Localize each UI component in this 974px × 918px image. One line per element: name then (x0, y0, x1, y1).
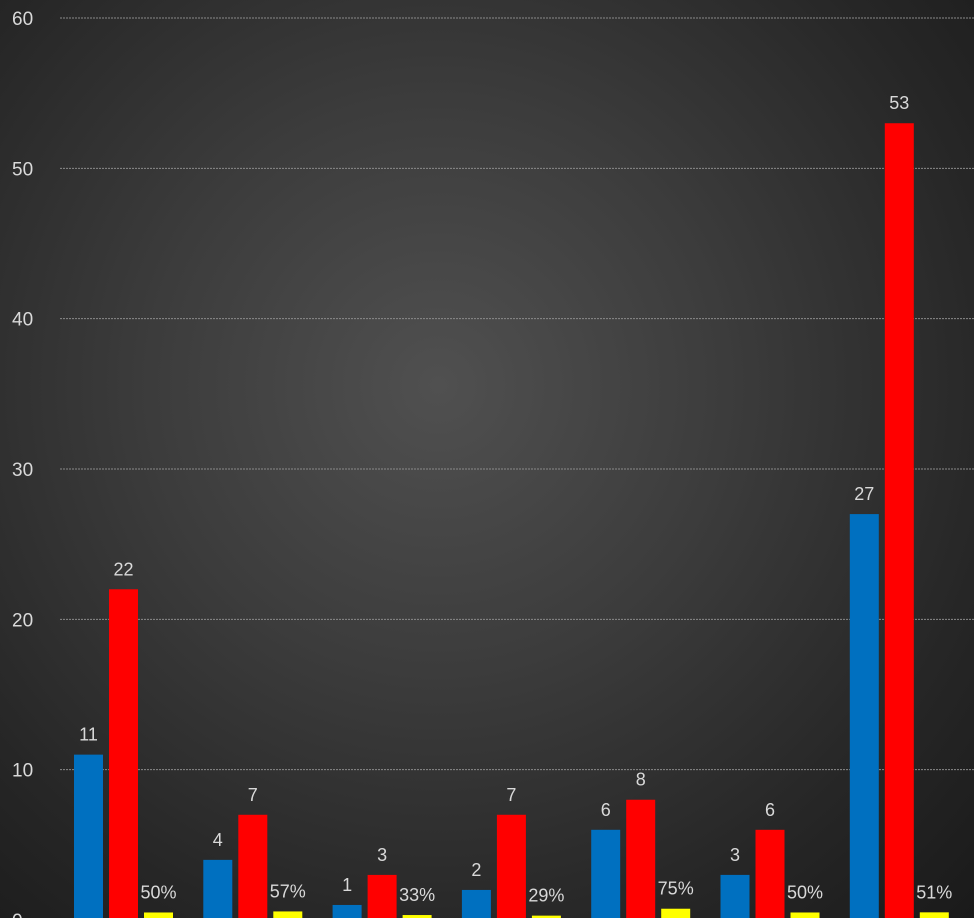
bar-series-1 (720, 874, 750, 918)
bar-series-2 (367, 874, 397, 918)
bar-series-2 (626, 799, 656, 918)
bar-series-1 (74, 754, 103, 918)
data-label-series-3: 29% (528, 886, 564, 906)
bar-series-2 (884, 123, 914, 918)
data-labels: 11 4 1 2 6 3 27 22 7 3 7 8 6 53 50% 57% 33% 29% 75% 50% 51% (79, 93, 952, 905)
bar-series-3 (790, 912, 820, 918)
y-tick-label: 20 (12, 610, 33, 631)
bar-series-2 (238, 814, 268, 918)
bar-series-3 (144, 912, 173, 918)
data-label-series-1: 6 (601, 800, 611, 820)
y-tick-label: 10 (12, 761, 33, 782)
bar-series-2 (755, 829, 785, 918)
bar-series-3 (273, 911, 303, 918)
data-label-series-1: 27 (854, 484, 874, 504)
bar-series-1 (332, 904, 362, 918)
bar-series-1 (203, 859, 233, 918)
data-label-series-1: 2 (471, 860, 481, 880)
bar-series-3 (661, 908, 691, 918)
data-label-series-1: 1 (342, 875, 352, 895)
data-label-series-2: 53 (889, 93, 909, 113)
data-label-series-2: 6 (765, 800, 775, 820)
data-label-series-2: 7 (506, 785, 516, 805)
data-label-series-3: 57% (270, 881, 306, 901)
y-tick-label: 40 (12, 310, 33, 331)
data-label-series-3: 50% (787, 882, 823, 902)
y-tick-label: 0 (12, 911, 23, 918)
bar-series-1 (591, 829, 621, 918)
data-label-series-2: 8 (636, 770, 646, 790)
bar-series-3 (919, 912, 949, 918)
bars (74, 123, 949, 918)
bar-series-1 (461, 889, 491, 918)
y-axis-tick-labels: 0 10 20 30 40 50 60 (12, 9, 33, 918)
bar-series-2 (496, 814, 526, 918)
data-label-series-1: 11 (79, 725, 98, 745)
y-tick-label: 50 (12, 159, 33, 180)
data-label-series-2: 22 (113, 559, 133, 579)
bar-series-3 (402, 915, 432, 918)
bar-series-1 (849, 514, 879, 918)
y-tick-label: 60 (12, 9, 33, 30)
data-label-series-2: 7 (248, 785, 258, 805)
data-label-series-3: 51% (916, 882, 952, 902)
gridlines (60, 17, 974, 771)
data-label-series-3: 75% (658, 879, 694, 899)
data-label-series-3: 50% (140, 882, 176, 902)
data-label-series-2: 3 (377, 845, 387, 865)
data-label-series-1: 3 (730, 845, 740, 865)
bar-series-2 (109, 589, 138, 918)
data-label-series-1: 4 (213, 830, 223, 850)
bar-series-3 (531, 915, 561, 918)
data-label-series-3: 33% (399, 885, 435, 905)
y-tick-label: 30 (12, 460, 33, 481)
